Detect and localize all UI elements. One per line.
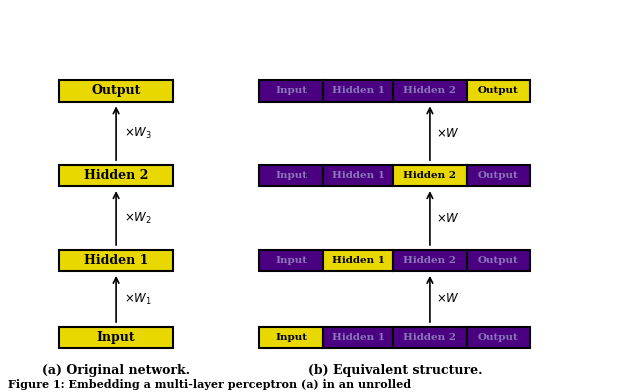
FancyBboxPatch shape [259, 80, 323, 102]
FancyBboxPatch shape [323, 80, 394, 102]
FancyBboxPatch shape [323, 250, 394, 271]
Text: (b) Equivalent structure.: (b) Equivalent structure. [308, 364, 482, 377]
Text: Output: Output [478, 171, 519, 180]
FancyBboxPatch shape [323, 165, 394, 186]
FancyBboxPatch shape [59, 165, 173, 186]
Text: Hidden 1: Hidden 1 [84, 254, 148, 267]
Text: $\times W_1$: $\times W_1$ [124, 291, 152, 307]
FancyBboxPatch shape [59, 327, 173, 348]
Text: $\times W$: $\times W$ [436, 127, 460, 140]
Text: (a) Original network.: (a) Original network. [42, 364, 190, 377]
Text: $\times W_2$: $\times W_2$ [124, 211, 152, 226]
Text: Output: Output [478, 256, 519, 265]
FancyBboxPatch shape [394, 327, 467, 348]
FancyBboxPatch shape [394, 165, 467, 186]
FancyBboxPatch shape [259, 327, 323, 348]
Text: Figure 1: Embedding a multi-layer perceptron (a) in an unrolled: Figure 1: Embedding a multi-layer percep… [8, 379, 411, 390]
FancyBboxPatch shape [394, 250, 467, 271]
FancyBboxPatch shape [467, 327, 531, 348]
FancyBboxPatch shape [259, 165, 323, 186]
Text: Hidden 1: Hidden 1 [332, 256, 385, 265]
Text: Input: Input [275, 333, 307, 342]
Text: Hidden 2: Hidden 2 [403, 87, 456, 96]
FancyBboxPatch shape [59, 250, 173, 271]
FancyBboxPatch shape [467, 80, 531, 102]
Text: Hidden 1: Hidden 1 [332, 171, 385, 180]
Text: Input: Input [97, 331, 136, 344]
Text: Hidden 2: Hidden 2 [403, 333, 456, 342]
FancyBboxPatch shape [467, 165, 531, 186]
Text: Output: Output [478, 87, 519, 96]
Text: Hidden 2: Hidden 2 [403, 256, 456, 265]
Text: $\times W$: $\times W$ [436, 212, 460, 225]
Text: Input: Input [275, 256, 307, 265]
Text: Output: Output [92, 84, 141, 98]
FancyBboxPatch shape [467, 250, 531, 271]
FancyBboxPatch shape [59, 80, 173, 102]
FancyBboxPatch shape [394, 80, 467, 102]
Text: Hidden 2: Hidden 2 [403, 171, 456, 180]
FancyBboxPatch shape [259, 250, 323, 271]
Text: Input: Input [275, 87, 307, 96]
FancyBboxPatch shape [323, 327, 394, 348]
Text: Hidden 1: Hidden 1 [332, 87, 385, 96]
Text: Output: Output [478, 333, 519, 342]
Text: Hidden 2: Hidden 2 [84, 169, 148, 182]
Text: Hidden 1: Hidden 1 [332, 333, 385, 342]
Text: $\times W_3$: $\times W_3$ [124, 126, 152, 141]
Text: Input: Input [275, 171, 307, 180]
Text: $\times W$: $\times W$ [436, 292, 460, 305]
